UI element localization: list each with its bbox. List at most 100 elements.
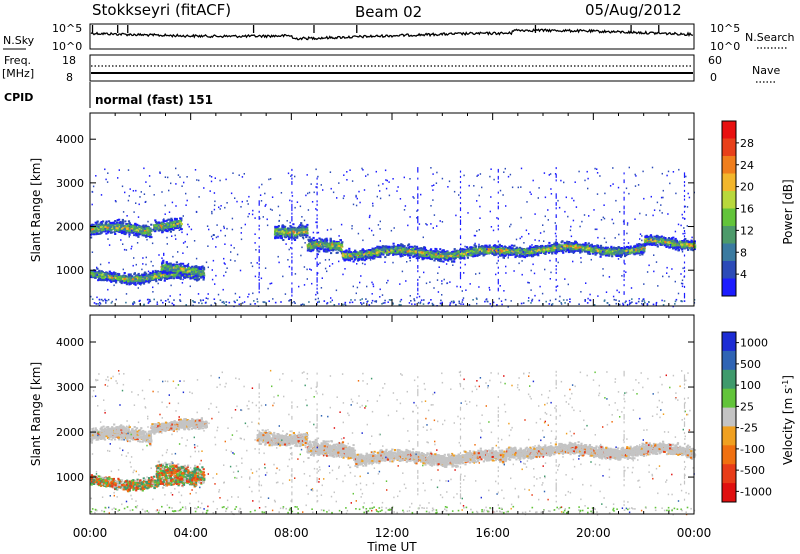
power-cell — [322, 240, 325, 243]
power-cell — [443, 257, 446, 260]
power-cell — [460, 256, 463, 259]
power-cell — [287, 229, 290, 232]
power-cell — [191, 274, 194, 277]
power-cell — [318, 237, 321, 240]
power-cell — [289, 227, 292, 230]
power-cell — [170, 269, 173, 272]
power-cell — [462, 250, 465, 253]
power-cell — [145, 275, 148, 278]
power-cell — [321, 243, 324, 246]
power-cell — [198, 271, 201, 274]
power-cell — [109, 222, 112, 225]
power-cell — [123, 272, 126, 274]
power-cell — [133, 228, 136, 231]
power-cell — [485, 249, 488, 252]
power-cell — [324, 245, 327, 248]
power-cell — [155, 222, 158, 225]
power-cell — [102, 220, 105, 223]
power-cell — [381, 245, 384, 248]
power-cell — [501, 253, 504, 256]
power-cell — [164, 270, 167, 273]
power-cell — [172, 273, 175, 276]
power-cell — [171, 222, 174, 225]
power-cell — [319, 248, 322, 251]
power-cell — [393, 253, 396, 256]
power-cell — [412, 247, 415, 250]
power-cell — [486, 249, 489, 252]
power-cell — [301, 236, 305, 239]
power-cell — [115, 281, 118, 284]
power-cell — [301, 234, 304, 237]
power-cell — [148, 231, 151, 234]
power-cell — [114, 233, 117, 235]
power-cell — [461, 254, 464, 257]
power-cell — [176, 221, 179, 223]
power-cell — [96, 225, 99, 228]
power-cell — [410, 254, 413, 257]
power-cell — [166, 263, 169, 266]
power-cell — [382, 251, 385, 254]
power-cell — [342, 255, 345, 257]
power-cell — [102, 277, 105, 280]
power-cell — [448, 254, 452, 257]
power-cell — [307, 248, 310, 251]
power-cell — [109, 274, 112, 277]
power-cell — [439, 254, 442, 257]
power-cell — [117, 229, 120, 232]
power-cell — [345, 256, 349, 259]
power-cell — [450, 256, 453, 259]
power-cell — [275, 232, 278, 235]
power-cell — [361, 252, 364, 255]
power-cell — [453, 248, 456, 251]
power-cell — [395, 249, 398, 252]
power-cell — [377, 249, 380, 252]
power-cell — [350, 258, 353, 260]
power-cell — [450, 251, 454, 254]
power-cell — [193, 276, 197, 279]
power-cell — [116, 225, 119, 228]
power-cell — [91, 228, 94, 231]
power-cell — [394, 246, 397, 249]
power-cell — [193, 265, 196, 268]
power-cell — [365, 258, 368, 261]
power-cell — [370, 253, 373, 256]
power-cell — [130, 275, 134, 278]
power-cell — [304, 225, 307, 228]
power-cell — [296, 230, 299, 233]
power-cell — [162, 219, 165, 222]
power-cell — [136, 282, 139, 285]
power-cell — [311, 249, 314, 252]
freq-label-line2: [MHz] — [2, 67, 34, 80]
power-cell — [413, 245, 416, 248]
power-cell — [385, 252, 388, 255]
power-cell — [158, 278, 161, 281]
power-cell — [457, 250, 460, 253]
power-cell — [441, 251, 444, 254]
power-cell — [319, 238, 322, 241]
power-cell — [307, 238, 310, 241]
power-cell — [380, 251, 383, 254]
nave-tick-bottom: 0 — [710, 71, 717, 84]
power-cell — [326, 239, 329, 242]
power-cell — [387, 254, 390, 256]
power-cell — [503, 248, 506, 250]
power-cell — [415, 248, 418, 251]
power-cell — [165, 219, 168, 222]
power-cell — [118, 218, 121, 221]
power-cell — [450, 252, 453, 255]
power-cell — [123, 281, 126, 284]
power-cell — [167, 264, 170, 267]
power-cell — [305, 227, 308, 230]
power-cell — [149, 235, 152, 238]
power-cell — [144, 271, 147, 274]
power-cell — [96, 220, 99, 223]
power-cell — [158, 273, 161, 276]
power-cell — [279, 228, 282, 231]
power-cell — [118, 221, 121, 224]
power-cell — [354, 250, 357, 253]
power-cell — [115, 222, 118, 225]
power-cell — [343, 258, 346, 261]
power-cell — [338, 247, 341, 250]
power-cell — [147, 281, 150, 284]
power-cell — [308, 242, 311, 245]
